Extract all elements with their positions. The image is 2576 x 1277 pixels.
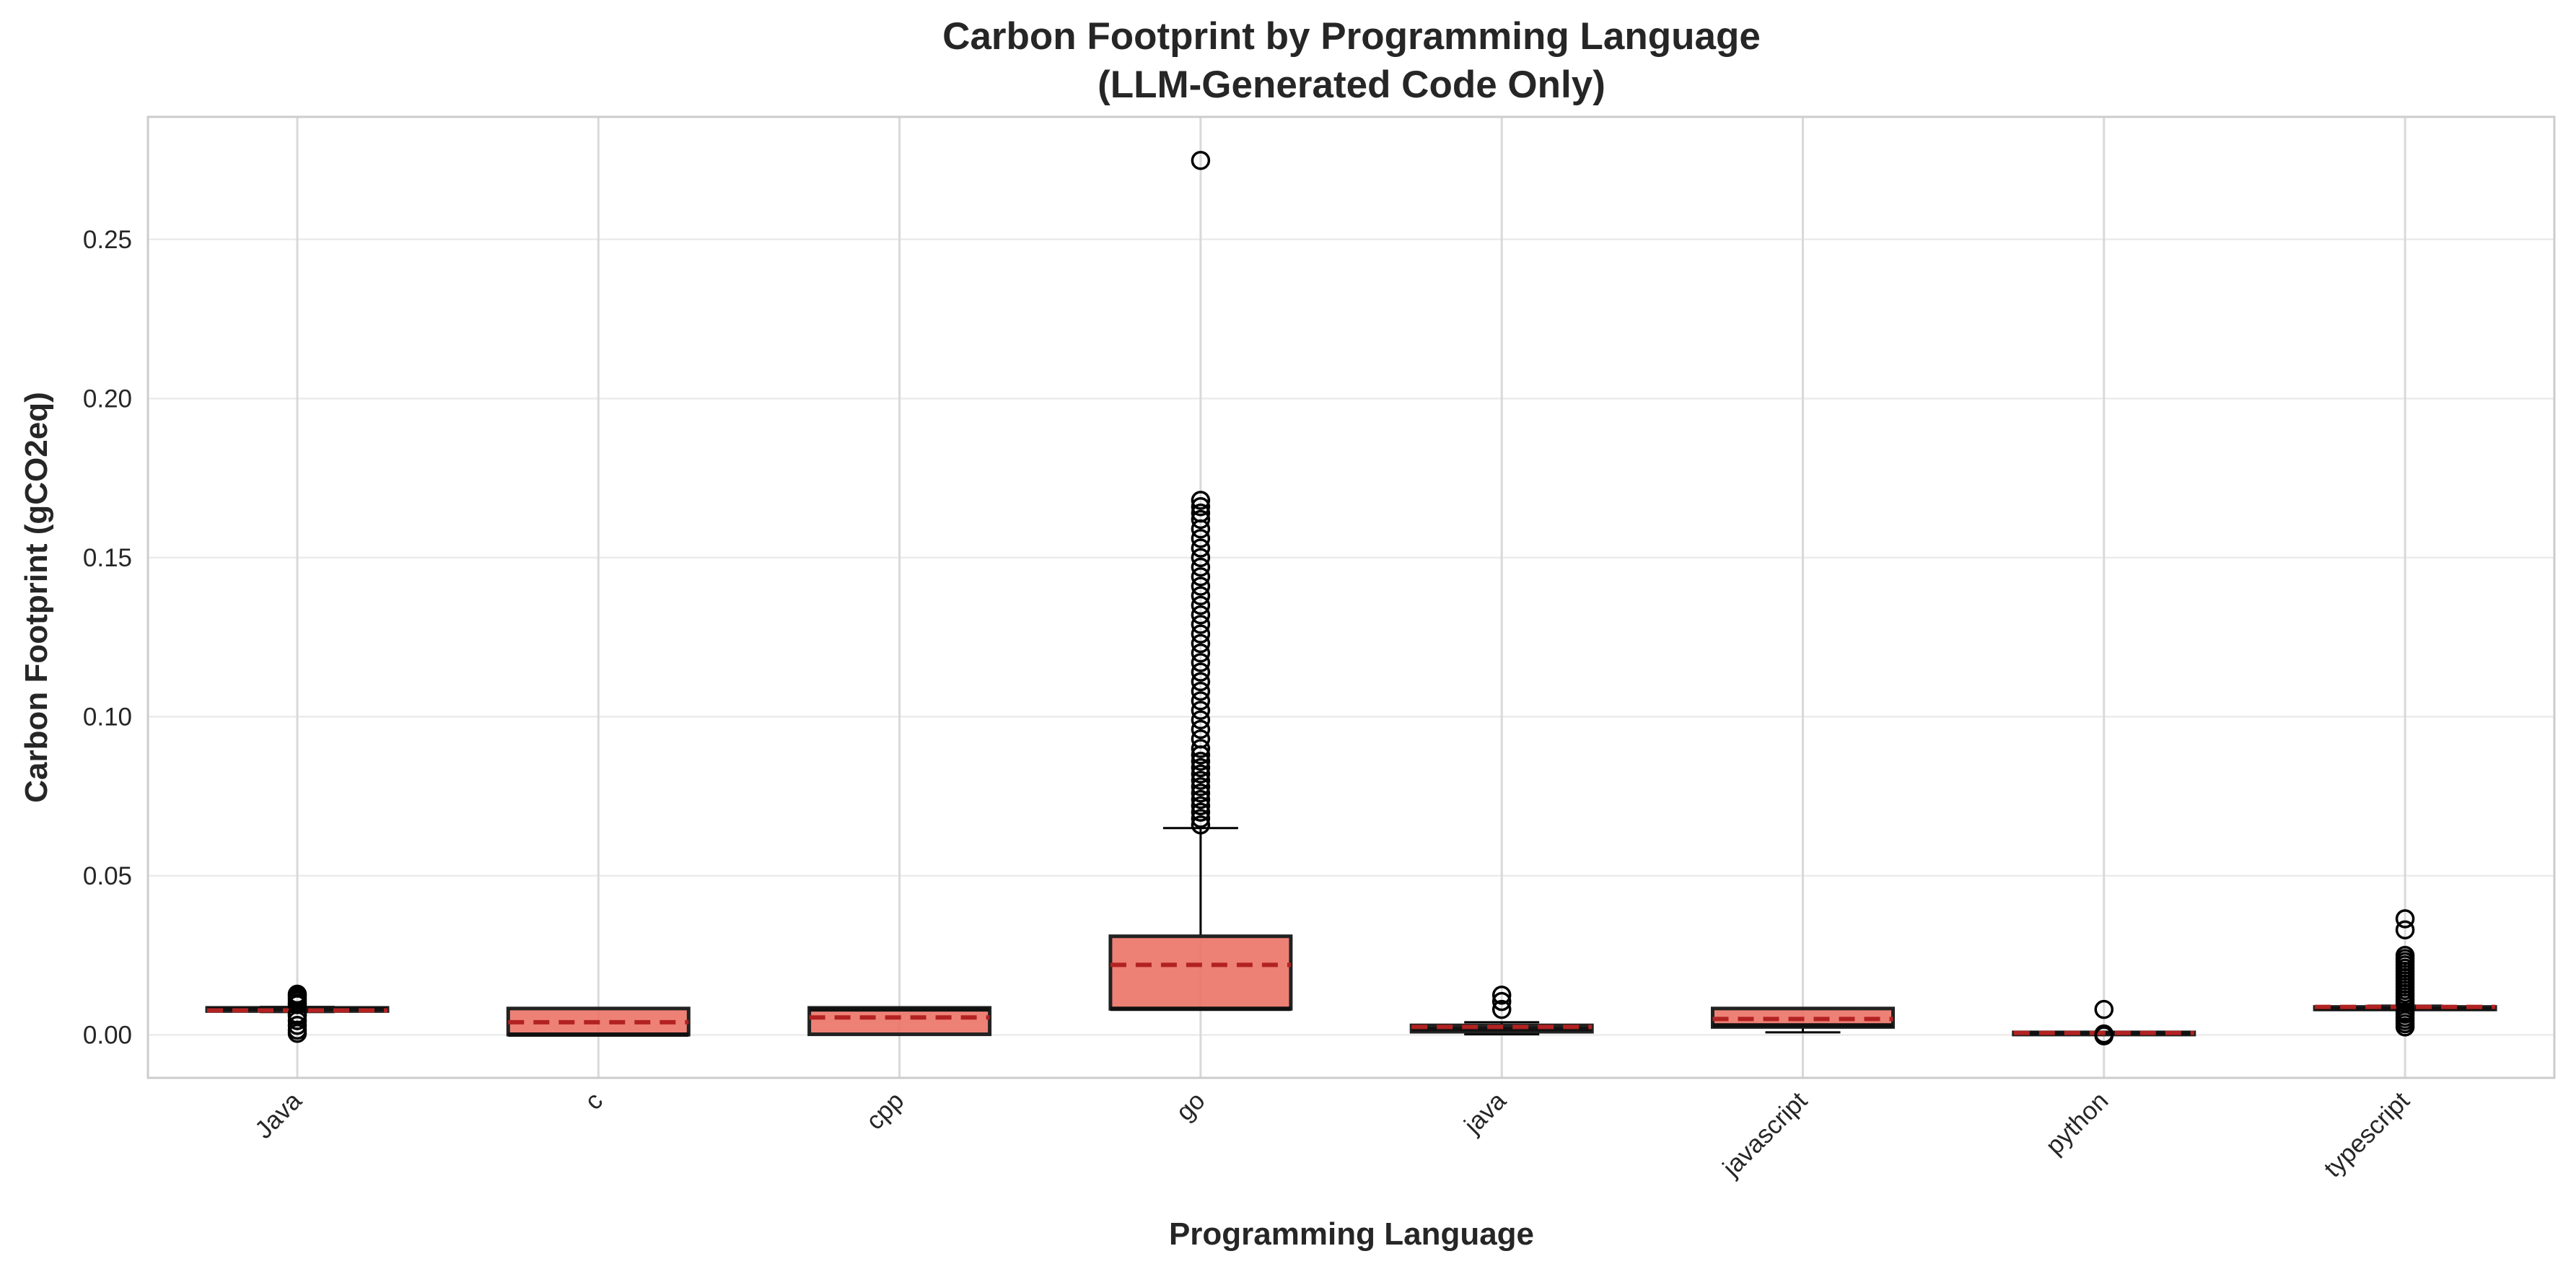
outlier-point xyxy=(2395,920,2415,940)
y-tick-label: 0.25 xyxy=(83,226,132,254)
outlier-point xyxy=(1191,653,1211,672)
y-tick-label: 0.05 xyxy=(83,862,132,890)
outlier-point xyxy=(2395,1002,2415,1022)
outlier-point xyxy=(1191,729,1211,749)
outlier-point xyxy=(2094,999,2114,1019)
outlier-point xyxy=(287,984,307,1004)
outlier-point xyxy=(1191,691,1211,711)
y-tick-label: 0.15 xyxy=(83,544,132,572)
outlier-point xyxy=(1191,643,1211,663)
outlier-point xyxy=(1191,719,1211,740)
outlier-point xyxy=(1191,529,1211,548)
outlier-point xyxy=(1191,739,1211,758)
box-body xyxy=(1108,934,1293,1011)
box-javascript xyxy=(1711,1006,1895,1034)
outlier-point xyxy=(1191,586,1211,606)
outlier-point xyxy=(1191,758,1211,778)
outlier-point xyxy=(1191,595,1211,615)
outlier-point xyxy=(1191,710,1211,730)
outlier-point xyxy=(1191,662,1211,682)
box-python xyxy=(2012,999,2196,1046)
box-java xyxy=(205,984,390,1043)
box-typescript xyxy=(2313,909,2497,1037)
chart-title-line-1: Carbon Footprint by Programming Language xyxy=(942,15,1761,58)
outlier-point xyxy=(2395,909,2415,929)
outlier-point xyxy=(1191,605,1211,625)
chart-title-line-2: (LLM-Generated Code Only) xyxy=(1098,63,1605,106)
outlier-point xyxy=(1191,802,1211,822)
outlier-point xyxy=(1191,777,1211,797)
box-java xyxy=(1409,986,1594,1036)
outlier-point xyxy=(1191,809,1211,828)
outlier-point xyxy=(287,1015,307,1035)
box-c xyxy=(506,1006,691,1037)
outlier-point xyxy=(1191,764,1211,784)
outlier-point xyxy=(1191,815,1211,835)
outlier-point xyxy=(1191,681,1211,701)
outlier-point xyxy=(1191,751,1211,771)
y-tick-labels: 0.00 0.05 0.10 0.15 0.20 0.25 xyxy=(83,226,132,1050)
outlier-point xyxy=(1191,557,1211,577)
y-axis-label: Carbon Footprint (gCO2eq) xyxy=(19,392,54,803)
outlier-point xyxy=(1191,672,1211,692)
outlier-point xyxy=(1191,567,1211,587)
outlier-point xyxy=(1191,789,1211,809)
box-body xyxy=(807,1006,992,1037)
outlier-point xyxy=(1191,615,1211,634)
outlier-point xyxy=(1191,503,1211,523)
outlier-point xyxy=(1191,151,1211,170)
box-series xyxy=(205,151,2497,1046)
outlier-point xyxy=(1191,633,1211,654)
outlier-point xyxy=(1491,986,1512,1005)
outlier-point xyxy=(1191,509,1211,530)
outlier-point xyxy=(1491,991,1512,1011)
outlier-point xyxy=(1191,701,1211,720)
y-tick-label: 0.00 xyxy=(83,1021,132,1049)
outlier-point xyxy=(1191,784,1211,803)
box-cpp xyxy=(807,1006,992,1037)
outlier-point xyxy=(1191,576,1211,596)
outlier-point xyxy=(1191,538,1211,558)
outlier-point xyxy=(2395,945,2415,965)
outlier-point xyxy=(1191,548,1211,568)
outlier-point xyxy=(1191,497,1211,517)
outlier-point xyxy=(1191,771,1211,790)
y-tick-label: 0.20 xyxy=(83,385,132,413)
box-go xyxy=(1108,151,1293,1011)
outlier-point xyxy=(1491,999,1512,1019)
outlier-point xyxy=(1191,491,1211,510)
outlier-point xyxy=(2094,1024,2114,1044)
outlier-point xyxy=(1191,796,1211,816)
outlier-point xyxy=(1191,624,1211,644)
plot-frame xyxy=(146,115,2556,1079)
x-axis-label: Programming Language xyxy=(1169,1216,1534,1252)
y-tick-label: 0.10 xyxy=(83,703,132,731)
